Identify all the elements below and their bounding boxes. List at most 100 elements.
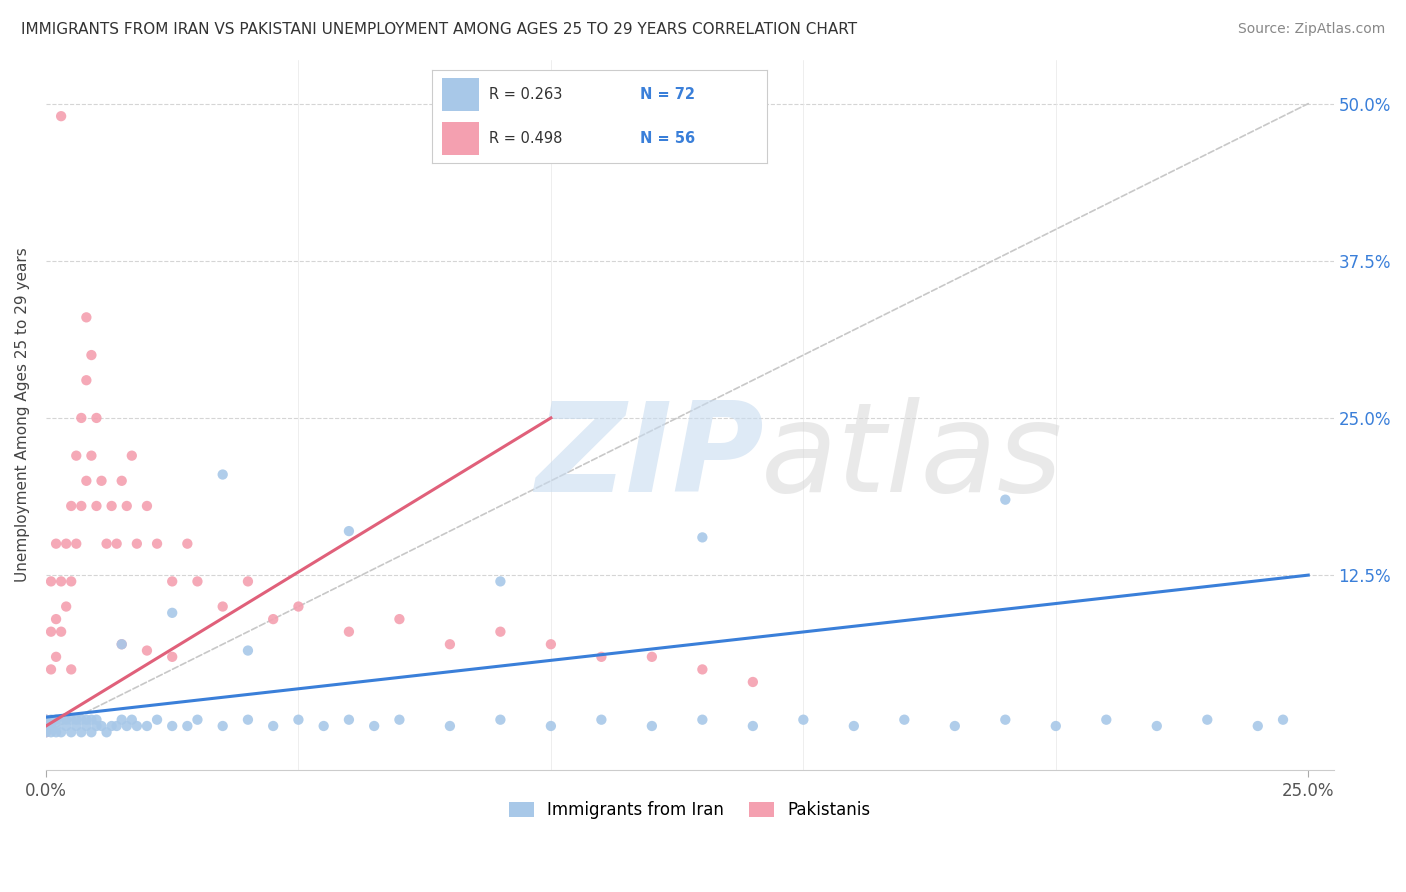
Point — [125, 537, 148, 551]
Point — [176, 719, 198, 733]
Point — [591, 649, 613, 664]
Point — [49, 109, 72, 123]
Point — [591, 713, 613, 727]
Point — [90, 719, 112, 733]
Point — [60, 499, 83, 513]
Point — [96, 725, 118, 739]
Point — [55, 713, 77, 727]
Point — [160, 606, 183, 620]
Point — [55, 719, 77, 733]
Point — [45, 537, 67, 551]
Point — [741, 675, 763, 690]
Point — [105, 537, 128, 551]
Point — [55, 599, 77, 614]
Point — [65, 719, 87, 733]
Point — [337, 713, 360, 727]
Point — [115, 719, 138, 733]
Point — [70, 411, 93, 425]
Text: Source: ZipAtlas.com: Source: ZipAtlas.com — [1237, 22, 1385, 37]
Point — [60, 574, 83, 589]
Point — [1197, 713, 1219, 727]
Point — [121, 449, 143, 463]
Point — [136, 643, 159, 657]
Point — [146, 713, 169, 727]
Point — [337, 524, 360, 538]
Point — [39, 713, 62, 727]
Point — [160, 574, 183, 589]
Point — [55, 537, 77, 551]
Text: atlas: atlas — [761, 397, 1063, 518]
Point — [489, 624, 512, 639]
Point — [136, 499, 159, 513]
Point — [49, 574, 72, 589]
Point — [75, 713, 97, 727]
Point — [80, 725, 103, 739]
Point — [35, 725, 58, 739]
Point — [115, 499, 138, 513]
Point — [75, 474, 97, 488]
Point — [45, 725, 67, 739]
Point — [692, 662, 714, 676]
Point — [111, 474, 134, 488]
Point — [70, 499, 93, 513]
Point — [121, 713, 143, 727]
Point — [70, 725, 93, 739]
Text: IMMIGRANTS FROM IRAN VS PAKISTANI UNEMPLOYMENT AMONG AGES 25 TO 29 YEARS CORRELA: IMMIGRANTS FROM IRAN VS PAKISTANI UNEMPL… — [21, 22, 858, 37]
Point — [90, 474, 112, 488]
Point — [489, 713, 512, 727]
Point — [842, 719, 865, 733]
Point — [186, 574, 208, 589]
Point — [86, 713, 108, 727]
Point — [236, 713, 259, 727]
Point — [60, 662, 83, 676]
Point — [111, 637, 134, 651]
Point — [35, 725, 58, 739]
Point — [1272, 713, 1295, 727]
Point — [792, 713, 814, 727]
Point — [176, 537, 198, 551]
Point — [287, 599, 309, 614]
Point — [1247, 719, 1270, 733]
Point — [211, 467, 233, 482]
Point — [1095, 713, 1118, 727]
Point — [39, 719, 62, 733]
Point — [692, 713, 714, 727]
Point — [1045, 719, 1067, 733]
Point — [49, 713, 72, 727]
Point — [287, 713, 309, 727]
Point — [96, 537, 118, 551]
Point — [540, 719, 562, 733]
Point — [236, 643, 259, 657]
Point — [86, 411, 108, 425]
Point — [39, 574, 62, 589]
Point — [75, 310, 97, 325]
Point — [75, 719, 97, 733]
Point — [60, 713, 83, 727]
Point — [111, 637, 134, 651]
Legend: Immigrants from Iran, Pakistanis: Immigrants from Iran, Pakistanis — [502, 794, 877, 826]
Point — [160, 719, 183, 733]
Point — [45, 713, 67, 727]
Point — [262, 719, 284, 733]
Point — [60, 725, 83, 739]
Point — [994, 492, 1017, 507]
Point — [39, 662, 62, 676]
Point — [86, 719, 108, 733]
Point — [100, 499, 122, 513]
Point — [741, 719, 763, 733]
Point — [388, 612, 411, 626]
Point — [994, 713, 1017, 727]
Point — [211, 599, 233, 614]
Point — [641, 719, 664, 733]
Point — [49, 725, 72, 739]
Point — [439, 637, 461, 651]
Point — [35, 713, 58, 727]
Point — [65, 537, 87, 551]
Point — [75, 373, 97, 387]
Point — [160, 649, 183, 664]
Text: ZIP: ZIP — [536, 397, 763, 518]
Point — [105, 719, 128, 733]
Point — [1146, 719, 1168, 733]
Point — [211, 719, 233, 733]
Point — [337, 624, 360, 639]
